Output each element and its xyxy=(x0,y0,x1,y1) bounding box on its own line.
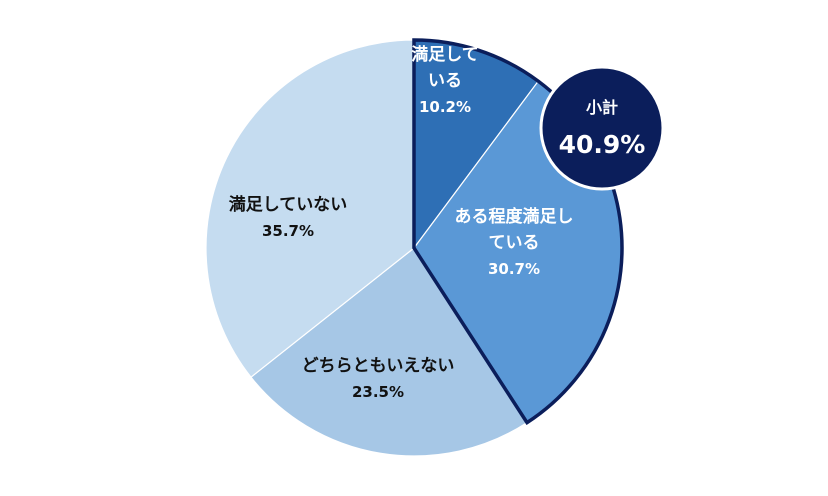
slice-label-1-line-2: いる xyxy=(428,71,462,91)
slice-label-1-line-1: 満足して xyxy=(411,44,479,65)
slice-label-3-line-1: どちらともいえない xyxy=(302,356,455,376)
slice-value-1: 10.2% xyxy=(419,98,471,116)
slice-label-4-line-1: 満足していない xyxy=(229,194,348,215)
slice-value-2: 30.7% xyxy=(488,260,540,278)
subtotal-value: 40.9% xyxy=(559,130,646,159)
pie-slice-4 xyxy=(205,39,415,379)
subtotal-label: 小計 xyxy=(586,98,618,117)
slice-value-4: 35.7% xyxy=(262,222,314,240)
subtotal-circle xyxy=(539,65,665,191)
slice-value-3: 23.5% xyxy=(352,383,404,401)
pie-slices xyxy=(205,39,623,457)
subtotal-badge: 小計 40.9% xyxy=(539,65,665,191)
pie-slice-3 xyxy=(250,247,528,457)
slice-label-2-line-1: ある程度満足し xyxy=(455,206,574,227)
slice-label-2-line-2: ている xyxy=(489,233,540,253)
